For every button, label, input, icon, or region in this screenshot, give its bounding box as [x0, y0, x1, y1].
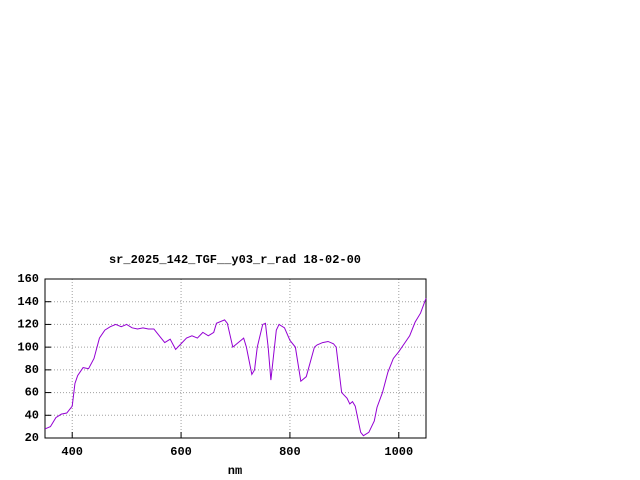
- y-tick-label: 140: [17, 295, 39, 309]
- x-axis-label: nm: [228, 464, 242, 478]
- x-tick-label: 400: [61, 445, 83, 459]
- y-tick-label: 80: [25, 363, 39, 377]
- y-tick-label: 120: [17, 318, 39, 332]
- plot-border: [44, 278, 427, 439]
- x-tick-label: 1000: [384, 445, 413, 459]
- chart-title: sr_2025_142_TGF__y03_r_rad 18-02-00: [109, 253, 361, 267]
- x-tick-label: 600: [170, 445, 192, 459]
- x-tick-label: 800: [279, 445, 301, 459]
- y-tick-label: 160: [17, 272, 39, 286]
- y-tick-label: 40: [25, 408, 39, 422]
- y-tick-label: 20: [25, 431, 39, 445]
- y-tick-label: 100: [17, 340, 39, 354]
- data-line: [44, 298, 427, 437]
- y-tick-label: 60: [25, 386, 39, 400]
